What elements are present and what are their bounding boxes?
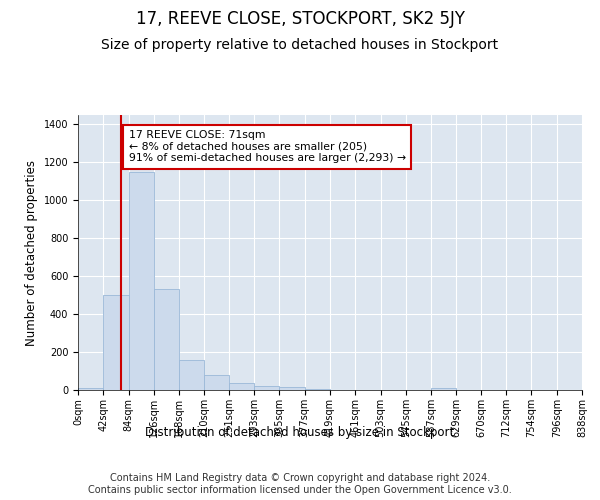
Y-axis label: Number of detached properties: Number of detached properties bbox=[25, 160, 38, 346]
Bar bbox=[431, 388, 457, 390]
Bar bbox=[179, 360, 205, 390]
Bar bbox=[78, 388, 103, 390]
Text: 17 REEVE CLOSE: 71sqm
← 8% of detached houses are smaller (205)
91% of semi-deta: 17 REEVE CLOSE: 71sqm ← 8% of detached h… bbox=[128, 130, 406, 164]
Text: Contains HM Land Registry data © Crown copyright and database right 2024.
Contai: Contains HM Land Registry data © Crown c… bbox=[88, 474, 512, 495]
Bar bbox=[280, 387, 305, 390]
Text: 17, REEVE CLOSE, STOCKPORT, SK2 5JY: 17, REEVE CLOSE, STOCKPORT, SK2 5JY bbox=[136, 10, 464, 28]
Bar bbox=[305, 389, 330, 390]
Bar bbox=[254, 386, 280, 390]
Bar bbox=[229, 384, 254, 390]
Bar bbox=[154, 288, 179, 390]
Bar bbox=[128, 172, 154, 390]
Bar bbox=[103, 295, 128, 390]
Text: Size of property relative to detached houses in Stockport: Size of property relative to detached ho… bbox=[101, 38, 499, 52]
Bar bbox=[205, 375, 229, 390]
Text: Distribution of detached houses by size in Stockport: Distribution of detached houses by size … bbox=[145, 426, 455, 439]
